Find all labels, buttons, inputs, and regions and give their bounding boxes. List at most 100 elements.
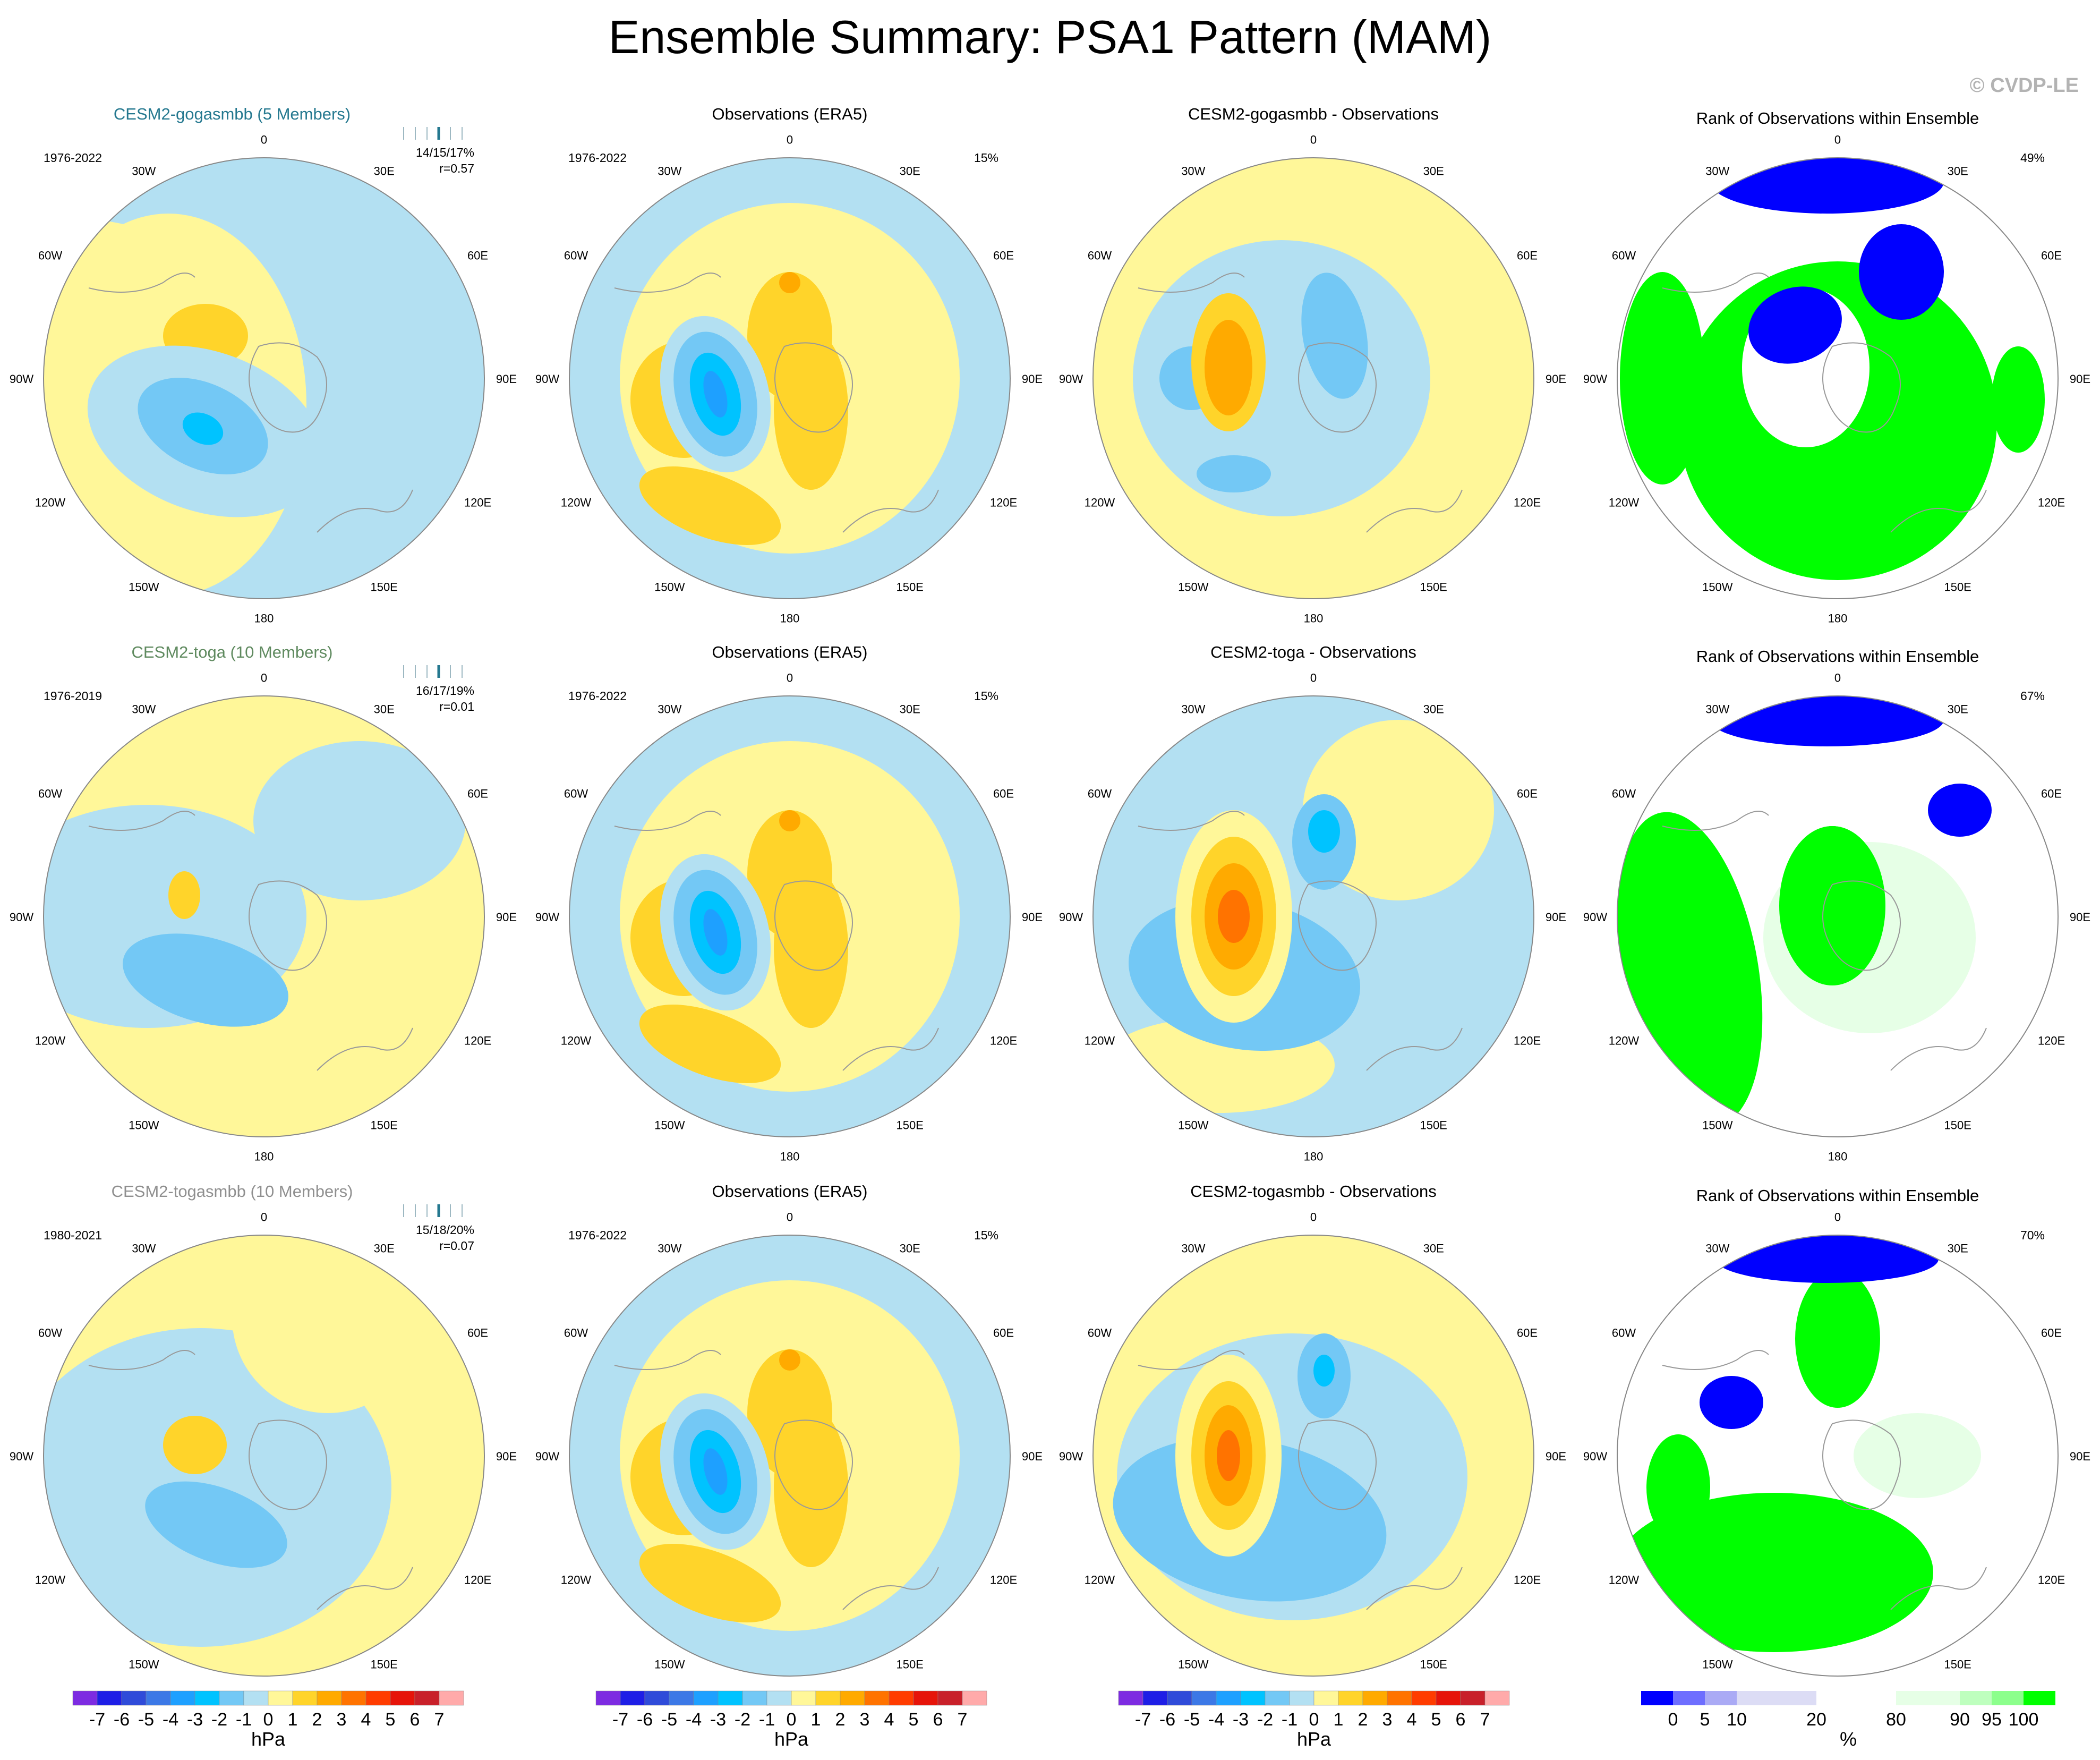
colorbar-swatch [1240, 1690, 1266, 1706]
longitude-label: 120E [464, 1573, 491, 1586]
australia-nz-outline [842, 1027, 939, 1071]
colorbar-tick-label: 4 [361, 1710, 371, 1730]
colorbar-swatch [1216, 1690, 1241, 1706]
longitude-label: 60W [564, 249, 588, 262]
longitude-label: 30W [658, 1242, 681, 1255]
longitude-label: 0 [1310, 1211, 1317, 1224]
colorbar-tick-label: -2 [735, 1710, 750, 1730]
colorbar-tick-label: 80 [1886, 1710, 1906, 1730]
south-america-outline [614, 273, 721, 293]
south-america-outline [614, 811, 721, 831]
difference-panel: 030E60E90E120E150E180150W120W90W60W30WCE… [1059, 1182, 1566, 1702]
longitude-label: 120E [990, 1034, 1017, 1047]
map-frame [1617, 1235, 2059, 1677]
colorbar-tick-label: -3 [187, 1710, 203, 1730]
colorbar-tick-label: 3 [1382, 1710, 1393, 1730]
observations-panel: 0 30E 60E 90E 120E 150E 180 150W 120W 90W 60W 30W Ob… [535, 643, 1043, 1163]
longitude-label: 60W [38, 787, 62, 801]
colorbar-swatch [595, 1690, 621, 1706]
longitude-label: 90W [1059, 911, 1083, 924]
colorbar-swatch [72, 1690, 98, 1706]
longitude-label: 60E [2041, 249, 2062, 262]
longitude-label: 30W [132, 702, 156, 716]
colorbar-tick-label: 6 [1456, 1710, 1466, 1730]
colorbar-tick-label: -2 [1257, 1710, 1273, 1730]
contour-region [123, 933, 288, 1027]
longitude-label: 30E [1423, 702, 1444, 716]
colorbar-swatch [414, 1690, 440, 1706]
longitude-label: 150W [1702, 1119, 1733, 1132]
map-frame [1092, 1235, 1534, 1677]
colorbar-tick-label: 2 [312, 1710, 322, 1730]
contour-region [779, 272, 800, 293]
map-frame [1092, 157, 1534, 599]
colorbar-swatch [1816, 1691, 1896, 1705]
longitude-label: 90E [496, 1450, 517, 1463]
longitude-label: 30W [1705, 164, 1729, 177]
observations-period: 1976-2022 [568, 1228, 627, 1242]
longitude-label: 120W [1609, 496, 1640, 509]
longitude-label: 120W [561, 1034, 592, 1047]
longitude-label: 150E [1420, 1119, 1447, 1132]
longitude-label: 180 [254, 611, 274, 625]
longitude-label: 120E [990, 496, 1017, 509]
longitude-label: 0 [787, 1211, 793, 1224]
longitude-label: 60W [1088, 249, 1112, 262]
contour-region [703, 371, 728, 418]
longitude-label: 150E [1420, 1658, 1447, 1671]
australia-nz-outline [842, 489, 939, 533]
longitude-label: 30E [374, 1242, 395, 1255]
colorbar-tick-label: 5 [1431, 1710, 1441, 1730]
longitude-label: 90W [10, 1450, 33, 1463]
longitude-label: 30E [900, 702, 920, 716]
longitude-label: 0 [1834, 1211, 1841, 1224]
observations-title: Observations (ERA5) [712, 105, 868, 123]
longitude-label: 120W [1609, 1034, 1640, 1047]
longitude-label: 0 [261, 671, 267, 685]
longitude-label: 120E [2038, 1034, 2065, 1047]
antarctica-outline [249, 342, 327, 433]
colorbar-tick-label: 7 [958, 1710, 968, 1730]
longitude-label: 150E [1944, 581, 1971, 594]
colorbar-tick-label: 100 [2009, 1710, 2039, 1730]
longitude-label: 120E [2038, 496, 2065, 509]
contour-region [1217, 1430, 1240, 1481]
colorbar-tick-label: -1 [236, 1710, 252, 1730]
rank-colorbar: 0 5 10 20 80 90 95 100% [1641, 1691, 2055, 1750]
rank-percent: 49% [2020, 151, 2045, 165]
model-panel: 030E60E90E120E150E180150W120W90W60W30WCE… [10, 1182, 517, 1702]
colorbar-swatch [1313, 1690, 1339, 1706]
colorbar-swatch [1960, 1691, 1992, 1705]
contour-region [703, 1448, 728, 1495]
observations-percent: 15% [974, 1228, 998, 1242]
longitude-label: 0 [261, 1211, 267, 1224]
longitude-label: 150E [1944, 1119, 1971, 1132]
colorbar-swatch [292, 1690, 318, 1706]
longitude-label: 90W [1583, 1450, 1607, 1463]
model-correlation: r=0.07 [439, 1239, 474, 1253]
longitude-label: 0 [1834, 133, 1841, 147]
longitude-label: 120W [561, 496, 592, 509]
contour-region [163, 1416, 227, 1474]
longitude-label: 60W [1088, 787, 1112, 801]
longitude-label: 90E [2070, 372, 2090, 386]
longitude-label: 90E [1546, 911, 1566, 924]
model-period: 1976-2019 [44, 689, 102, 703]
colorbar-swatch [1142, 1690, 1168, 1706]
colorbar-tick-label: 1 [811, 1710, 821, 1730]
colorbar-swatch [669, 1690, 694, 1706]
contour-region [1715, 1235, 1939, 1283]
longitude-label: 90E [496, 911, 517, 924]
colorbar-unit: hPa [1297, 1728, 1331, 1750]
longitude-label: 30W [132, 1242, 156, 1255]
colorbar-swatch [317, 1690, 342, 1706]
contour-region [1313, 1355, 1335, 1387]
longitude-label: 30E [1423, 164, 1444, 177]
colorbar-swatch [1387, 1690, 1412, 1706]
rank-percent: 67% [2020, 689, 2045, 703]
colorbar-tick-label: -5 [661, 1710, 677, 1730]
colorbar-swatch [390, 1690, 415, 1706]
colorbar-swatch [1191, 1690, 1217, 1706]
longitude-label: 150W [129, 1658, 159, 1671]
